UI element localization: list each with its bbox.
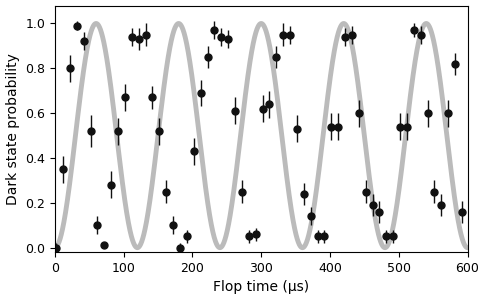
Y-axis label: Dark state probability: Dark state probability bbox=[5, 53, 19, 205]
X-axis label: Flop time (μs): Flop time (μs) bbox=[212, 280, 309, 294]
